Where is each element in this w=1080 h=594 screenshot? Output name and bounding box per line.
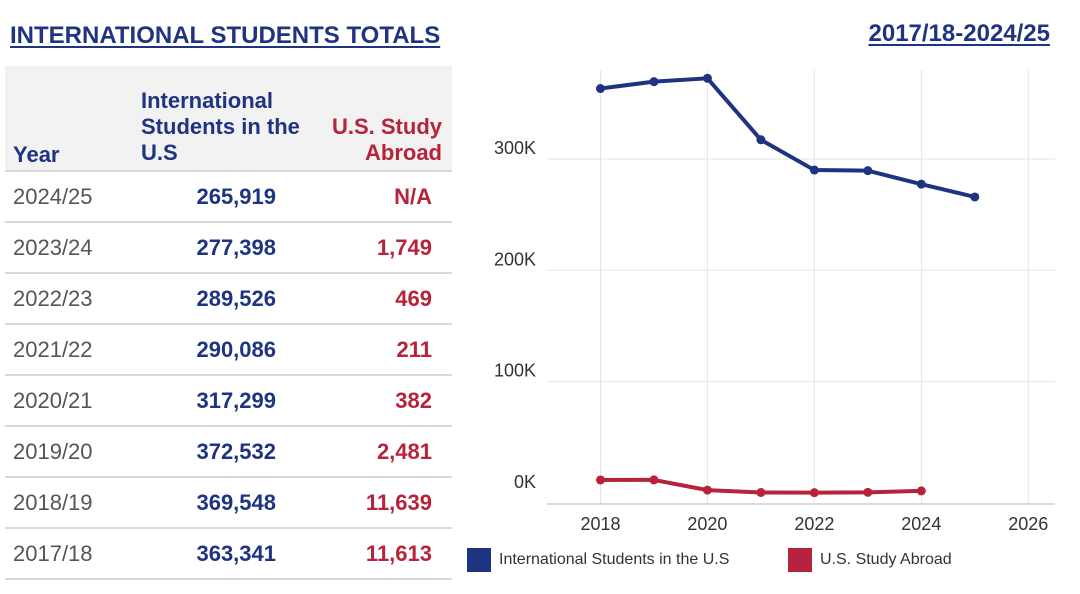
legend-swatch-international [467, 548, 491, 572]
legend-item-study-abroad: U.S. Study Abroad [788, 548, 952, 572]
study-abroad-cell: 211 [396, 337, 433, 362]
year-cell: 2024/25 [13, 184, 93, 209]
data-point-study-abroad [649, 475, 659, 485]
page-title: INTERNATIONAL STUDENTS TOTALS [10, 22, 441, 49]
x-tick-label: 2018 [580, 514, 620, 534]
column-header-year: Year [13, 142, 60, 167]
international-students-cell: 372,532 [196, 439, 276, 464]
table-row: 2019/20 372,532 2,481 [5, 427, 452, 478]
year-cell: 2018/19 [13, 490, 93, 515]
data-point-international [970, 192, 980, 202]
line-chart: 2018 2020 2022 2024 2026 0K 100K 200K 300K [494, 70, 1055, 534]
date-range-title: 2017/18-2024/25 [868, 20, 1051, 47]
legend-label-international: International Students in the U.S [499, 551, 730, 568]
data-point-international [649, 77, 659, 87]
table-row: 2023/24 277,398 1,749 [5, 223, 452, 274]
data-point-study-abroad [809, 488, 819, 498]
table-row: 2024/25 265,919 N/A [5, 172, 452, 223]
international-students-cell: 265,919 [196, 184, 276, 209]
series-line-international [600, 76, 976, 199]
study-abroad-cell: 382 [395, 388, 432, 413]
year-cell: 2023/24 [13, 235, 93, 260]
data-point-international [702, 73, 712, 83]
data-point-study-abroad [916, 486, 926, 496]
data-point-international [595, 84, 605, 94]
table-body: 2024/25 265,919 N/A 2023/24 277,398 1,749 2022… [5, 172, 452, 580]
x-tick-label: 2022 [794, 514, 834, 534]
table-header: Year International Students in the U.S U… [5, 66, 452, 172]
international-students-cell: 289,526 [196, 286, 276, 311]
x-tick-label: 2020 [687, 514, 727, 534]
study-abroad-cell: 2,481 [376, 439, 432, 464]
study-abroad-cell: 469 [395, 286, 432, 311]
x-tick-label: 2024 [901, 514, 941, 534]
legend-item-international: International Students in the U.S [467, 548, 729, 572]
international-students-cell: 317,299 [196, 388, 276, 413]
data-point-study-abroad [756, 487, 766, 497]
data-point-study-abroad [863, 487, 873, 497]
data-point-study-abroad [702, 485, 712, 495]
table-row: 2021/22 290,086 211 [5, 325, 452, 376]
y-tick-label: 300K [494, 138, 536, 158]
year-cell: 2020/21 [13, 388, 93, 413]
y-tick-label: 200K [494, 249, 536, 269]
legend-swatch-study-abroad [788, 548, 812, 572]
international-students-cell: 369,548 [196, 490, 276, 515]
study-abroad-cell: 11,613 [365, 541, 432, 566]
y-tick-label: 0K [514, 472, 536, 492]
table-row: 2022/23 289,526 469 [5, 274, 452, 325]
data-point-international [863, 166, 873, 176]
data-point-study-abroad [595, 475, 605, 485]
table-row: 2020/21 317,299 382 [5, 376, 452, 427]
data-point-international [916, 179, 926, 189]
column-header-international-students: International Students in the U.S [141, 88, 300, 165]
x-tick-label: 2026 [1008, 514, 1048, 534]
international-students-cell: 363,341 [196, 541, 276, 566]
year-cell: 2021/22 [13, 337, 93, 362]
data-point-international [756, 135, 766, 145]
data-point-international [809, 165, 819, 175]
international-students-cell: 277,398 [196, 235, 276, 260]
column-header-us-study-abroad: U.S. Study Abroad [331, 114, 442, 165]
international-students-cell: 290,086 [196, 337, 276, 362]
totals-table: Year International Students in the U.S U… [5, 66, 452, 580]
table-row: 2018/19 369,548 11,639 [5, 478, 452, 529]
year-cell: 2022/23 [13, 286, 93, 311]
y-tick-label: 100K [494, 361, 536, 381]
study-abroad-cell: 1,749 [376, 235, 432, 260]
study-abroad-cell: N/A [394, 184, 432, 209]
year-cell: 2017/18 [13, 541, 93, 566]
year-cell: 2019/20 [13, 439, 93, 464]
study-abroad-cell: 11,639 [365, 490, 432, 515]
table-row: 2017/18 363,341 11,613 [5, 529, 452, 580]
legend-label-study-abroad: U.S. Study Abroad [820, 551, 952, 568]
